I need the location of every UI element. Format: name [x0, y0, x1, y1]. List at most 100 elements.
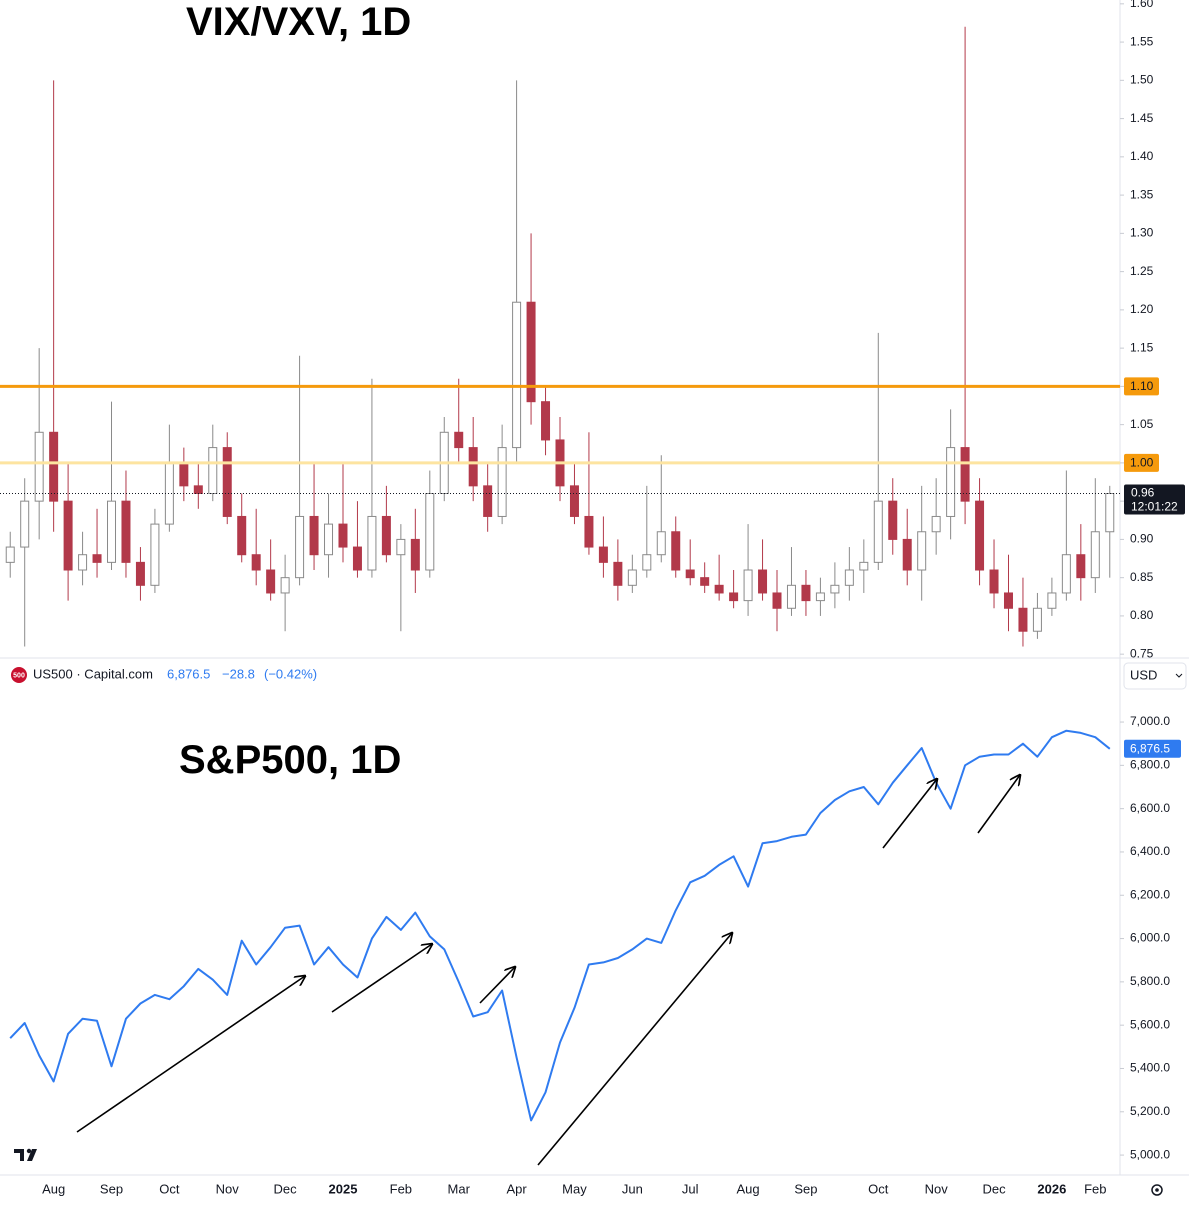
y-tick-label: 0.90 — [1130, 532, 1154, 546]
y-tick-label: 6,800.0 — [1130, 758, 1170, 772]
settings-button[interactable] — [1151, 1184, 1163, 1196]
last-price-label: 0.96 — [1131, 486, 1155, 500]
candle-body — [989, 569, 999, 594]
candle-body — [801, 584, 811, 602]
candle-body — [960, 447, 970, 502]
candle-body — [208, 447, 218, 494]
x-tick-label: Aug — [737, 1181, 760, 1196]
x-tick-label: Dec — [274, 1181, 298, 1196]
change: −28.8 — [222, 666, 255, 681]
y-tick-label: 1.35 — [1130, 187, 1154, 201]
candle-body — [786, 584, 796, 609]
x-tick-label: Nov — [925, 1181, 949, 1196]
candle-body — [859, 561, 869, 571]
y-tick-label: 0.85 — [1130, 570, 1154, 584]
y-tick-label: 6,200.0 — [1130, 887, 1170, 901]
y-tick-label: 5,000.0 — [1130, 1147, 1170, 1161]
arrow — [479, 967, 515, 1004]
price-tag-label: 1.10 — [1130, 379, 1154, 393]
candle-body — [671, 531, 681, 571]
candle-body — [497, 447, 507, 517]
candle-body — [309, 515, 319, 556]
candle-body — [338, 523, 348, 548]
candle-body — [179, 462, 189, 487]
arrow — [537, 933, 732, 1166]
vix-pane — [0, 26, 1120, 647]
price-tag — [1124, 453, 1159, 472]
candle-body — [280, 577, 290, 594]
countdown: 12:01:22 — [1131, 500, 1178, 514]
candle-body — [468, 447, 478, 487]
x-tick-label: 2025 — [329, 1181, 358, 1196]
candle-body — [324, 523, 334, 556]
last-price-tag — [1124, 739, 1181, 758]
annotation-arrows — [76, 775, 1020, 1166]
candle-body — [772, 592, 782, 609]
y-tick-label: 1.15 — [1130, 340, 1154, 354]
candle-body — [873, 500, 883, 563]
last-price: 6,876.5 — [167, 666, 210, 681]
candle-body — [815, 592, 825, 602]
last-price-label: 6,876.5 — [1130, 741, 1170, 755]
symbol-icon — [11, 667, 27, 683]
candle-body — [902, 538, 912, 571]
y-tick-label: 1.30 — [1130, 226, 1154, 240]
candle-body — [396, 538, 406, 556]
x-tick-label: May — [562, 1181, 587, 1196]
candle-body — [410, 538, 420, 571]
x-tick-label: Jun — [622, 1181, 643, 1196]
spx-pane — [9, 729, 1111, 1122]
candle-body — [569, 485, 579, 517]
candle-body — [222, 447, 232, 517]
price-tag — [1124, 377, 1159, 396]
candle-body — [1047, 592, 1057, 609]
x-tick-label: 2026 — [1037, 1181, 1066, 1196]
candle-body — [1090, 531, 1100, 579]
x-tick-label: Apr — [506, 1181, 527, 1196]
currency-select[interactable] — [1123, 662, 1187, 690]
axes: 0.750.800.850.900.951.001.051.101.151.20… — [42, 0, 1185, 1196]
candle-body — [78, 554, 88, 571]
candle-body — [1018, 607, 1028, 632]
candle-body — [758, 569, 768, 594]
candle-body — [150, 523, 160, 586]
candle-body — [20, 500, 30, 548]
y-tick-label: 5,200.0 — [1130, 1104, 1170, 1118]
candle-body — [656, 531, 666, 556]
price-tag-label: 1.00 — [1130, 456, 1154, 470]
candle-body — [483, 485, 493, 517]
y-tick-label: 1.45 — [1130, 111, 1154, 125]
candle-body — [1003, 592, 1013, 609]
x-tick-label: Aug — [42, 1181, 65, 1196]
currency[interactable]: USD — [1130, 667, 1157, 682]
y-tick-label: 5,800.0 — [1130, 974, 1170, 988]
y-tick-label: 6,000.0 — [1130, 931, 1170, 945]
candle-body — [917, 531, 927, 571]
candle-body — [381, 515, 391, 556]
candle-body — [888, 500, 898, 540]
price-line — [9, 729, 1111, 1122]
y-tick-label: 1.50 — [1130, 73, 1154, 87]
symbol: US500 · Capital.com — [33, 666, 153, 681]
candle-body — [830, 584, 840, 594]
x-tick-label: Jul — [682, 1181, 699, 1196]
x-tick-label: Oct — [868, 1181, 889, 1196]
candle-body — [237, 515, 247, 556]
candle-body — [92, 554, 102, 563]
x-tick-label: Sep — [794, 1181, 817, 1196]
y-tick-label: 5,400.0 — [1130, 1061, 1170, 1075]
x-tick-label: Sep — [100, 1181, 123, 1196]
candle-body — [975, 500, 985, 571]
y-tick-label: 1.60 — [1130, 0, 1154, 10]
candle-body — [49, 431, 59, 502]
y-tick-label: 1.05 — [1130, 417, 1154, 431]
candle-body — [598, 546, 608, 563]
arrow — [76, 976, 305, 1133]
candle-body — [34, 431, 44, 502]
candle-body — [1076, 554, 1086, 579]
candle-body — [700, 577, 710, 586]
candle-body — [1105, 493, 1115, 533]
candle-body — [743, 569, 753, 602]
candle-body — [627, 569, 637, 586]
last-price-tag — [1124, 484, 1185, 515]
